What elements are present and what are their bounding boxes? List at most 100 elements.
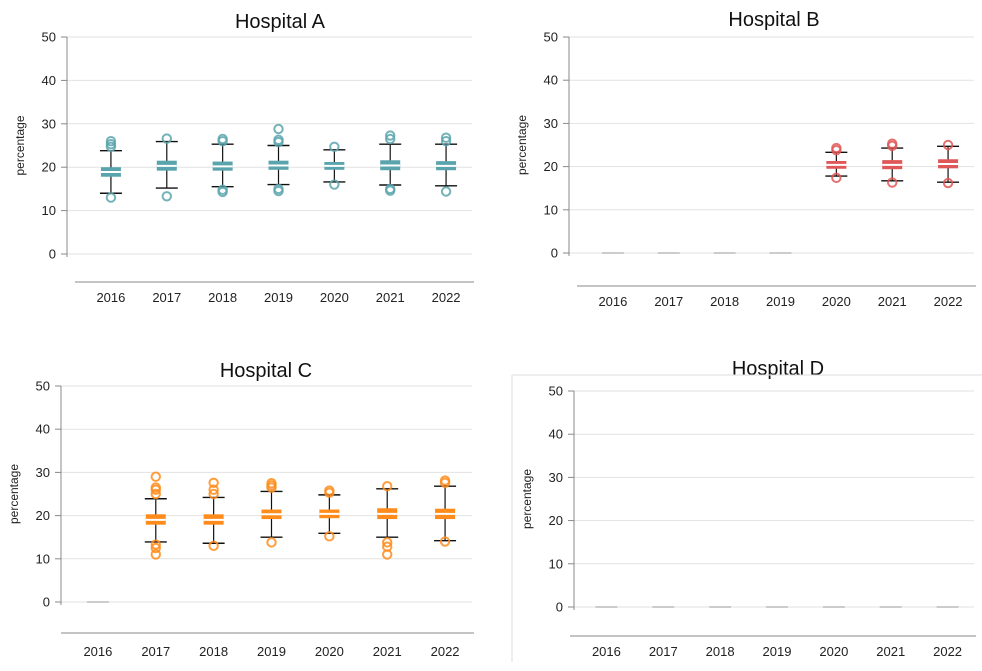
y-tick-label: 40 [549, 427, 563, 442]
x-tick-label: 2020 [315, 644, 344, 659]
y-tick-label: 0 [49, 247, 56, 262]
chart-title: Hospital B [728, 9, 819, 31]
y-tick-label: 20 [544, 159, 558, 174]
box-2016 [99, 135, 122, 203]
outlier-point [385, 183, 396, 195]
box-2017 [155, 133, 178, 202]
x-tick-label: 2017 [141, 644, 170, 659]
x-tick-label: 2021 [373, 644, 402, 659]
y-tick-label: 20 [549, 513, 563, 528]
x-tick-label: 2016 [598, 294, 627, 309]
x-tick-label: 2022 [432, 290, 461, 305]
outlier-point [208, 540, 219, 552]
outlier-point [217, 133, 228, 145]
outlier-point [329, 179, 340, 190]
outlier-point [150, 549, 161, 560]
outlier-point [439, 475, 451, 486]
outlier-point [150, 539, 161, 550]
x-tick-label: 2019 [264, 290, 293, 305]
outlier-point [208, 477, 219, 488]
x-tick-label: 2021 [876, 644, 905, 659]
y-tick-label: 20 [36, 508, 50, 523]
y-tick-label: 50 [544, 30, 558, 45]
box-2022 [435, 132, 458, 197]
box-2021 [881, 138, 904, 188]
y-axis-label: percentage [13, 115, 27, 175]
outlier-point [440, 132, 452, 143]
x-tick-label: 2017 [649, 644, 678, 659]
outlier-point [150, 471, 161, 482]
outlier-point [105, 192, 117, 203]
outlier-point [273, 183, 284, 195]
chart-title: Hospital A [235, 11, 326, 33]
box-2019 [260, 478, 283, 548]
box-2021 [379, 130, 402, 196]
x-tick-label: 2019 [766, 294, 795, 309]
outlier-point [439, 536, 451, 547]
outlier-point [831, 172, 842, 184]
x-tick-label: 2020 [822, 294, 851, 309]
x-tick-label: 2021 [376, 290, 405, 305]
x-tick-label: 2018 [706, 644, 735, 659]
chart-panel-2: Hospital B percentage 0 10 20 30 40 50 2016 2017 2… [515, 9, 976, 309]
x-tick-label: 2021 [878, 294, 907, 309]
x-tick-label: 2017 [152, 290, 181, 305]
x-tick-label: 2019 [257, 644, 286, 659]
outlier-point [266, 537, 277, 548]
chart-panel-3: Hospital C percentage 0 10 20 30 40 50 2016 2017 2… [7, 360, 474, 659]
y-tick-label: 0 [43, 595, 50, 610]
box-2020 [318, 485, 341, 542]
box-2019 [267, 123, 290, 197]
y-tick-label: 10 [42, 203, 56, 218]
y-axis-label: percentage [520, 469, 534, 529]
chart-panel-4: Hospital D percentage 0 10 20 30 40 50 2016 2017 2… [511, 358, 982, 662]
outlier-point [105, 135, 117, 147]
outlier-point [161, 133, 172, 144]
x-tick-label: 2018 [208, 290, 237, 305]
box-2018 [202, 477, 225, 552]
outlier-point [324, 531, 335, 542]
chart-panel-1: Hospital A percentage 0 10 20 30 40 50 2016 2017 2… [13, 11, 474, 305]
outlier-point [440, 135, 452, 147]
outlier-point [382, 541, 393, 552]
outlier-point [324, 485, 335, 496]
outlier-point [273, 134, 284, 146]
outlier-point [150, 488, 161, 500]
chart-title: Hospital C [220, 360, 312, 382]
x-tick-label: 2022 [431, 644, 460, 659]
box-2022 [937, 139, 960, 189]
y-axis-label: percentage [7, 464, 21, 524]
y-tick-label: 40 [36, 422, 50, 437]
box-2018 [211, 133, 234, 198]
outlier-point [150, 482, 161, 493]
y-tick-label: 10 [544, 202, 558, 217]
outlier-point [887, 138, 898, 149]
outlier-point [208, 488, 219, 500]
box-2021 [376, 481, 399, 560]
box-2020 [825, 142, 848, 184]
y-tick-label: 30 [42, 116, 56, 131]
outlier-point [440, 186, 452, 197]
x-tick-label: 2018 [199, 644, 228, 659]
box-2022 [434, 475, 457, 547]
y-tick-label: 20 [42, 160, 56, 175]
box-2017 [144, 471, 167, 560]
x-tick-label: 2019 [763, 644, 792, 659]
x-tick-label: 2016 [83, 644, 112, 659]
y-tick-label: 40 [42, 73, 56, 88]
box-2020 [323, 141, 346, 190]
outlier-point [161, 191, 172, 202]
x-tick-label: 2016 [96, 290, 125, 305]
outlier-point [329, 141, 340, 153]
x-tick-label: 2016 [592, 644, 621, 659]
outlier-point [385, 133, 396, 145]
y-tick-label: 10 [549, 556, 563, 571]
outlier-point [385, 130, 396, 141]
x-tick-label: 2018 [710, 294, 739, 309]
chart-title: Hospital D [732, 358, 824, 380]
outlier-point [942, 177, 954, 189]
outlier-point [150, 542, 161, 554]
outlier-point [942, 139, 954, 151]
